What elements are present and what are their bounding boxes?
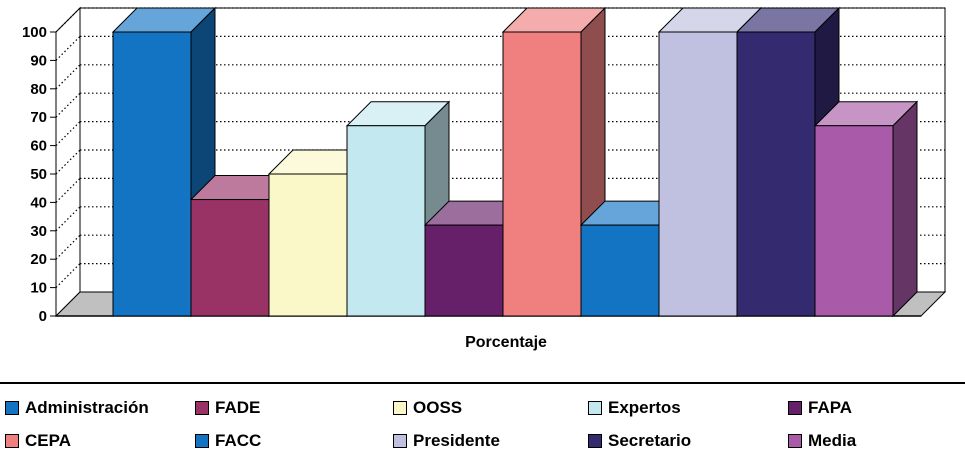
gridline-side xyxy=(55,149,81,175)
gridline-side xyxy=(55,234,81,260)
legend-label: FADE xyxy=(215,398,261,417)
legend-label: CEPA xyxy=(25,431,71,450)
legend-swatch xyxy=(788,401,802,415)
legend-item: Presidente xyxy=(393,431,500,451)
gridline-side xyxy=(55,35,81,61)
y-tick-label: 70 xyxy=(30,109,47,126)
y-tick-label: 80 xyxy=(30,81,47,98)
bar-front xyxy=(814,125,894,317)
bar xyxy=(111,6,217,318)
gridline-side xyxy=(55,92,81,118)
bar-front xyxy=(502,31,582,317)
legend-item: OOSS xyxy=(393,398,462,418)
gridline-side xyxy=(55,206,81,232)
legend-label: FAPA xyxy=(808,398,853,417)
legend-label: FACC xyxy=(215,431,262,450)
legend-item: Media xyxy=(788,431,856,451)
bar-front xyxy=(736,31,816,317)
bar-front xyxy=(658,31,738,317)
legend: Administración FADE OOSS Expertos FAPA CEPA FA… xyxy=(0,382,965,465)
x-axis-label: Porcentaje xyxy=(465,334,547,351)
legend-item: Secretario xyxy=(588,431,691,451)
bar xyxy=(813,100,919,318)
legend-swatch xyxy=(393,434,407,448)
legend-label: OOSS xyxy=(413,398,463,417)
legend-swatch xyxy=(5,434,19,448)
gridline-side xyxy=(55,121,81,147)
y-tick-label: 100 xyxy=(22,24,47,41)
legend-item: FACC xyxy=(195,431,261,451)
legend-label: Administración xyxy=(25,398,149,417)
gridline-side xyxy=(55,7,81,33)
legend-swatch xyxy=(788,434,802,448)
y-tick-label: 30 xyxy=(30,223,47,240)
bar-front xyxy=(268,173,348,317)
gridline-side xyxy=(55,263,81,289)
y-tick-label: 50 xyxy=(30,166,47,183)
legend-item: Administración xyxy=(5,398,149,418)
legend-item: Expertos xyxy=(588,398,681,418)
bar-chart: 0 10 20 30 40 50 60 70 80 90 100 Porcentaje xyxy=(22,6,947,351)
legend-swatch xyxy=(588,434,602,448)
legend-swatch xyxy=(195,434,209,448)
gridline-side xyxy=(55,177,81,203)
legend-label: Expertos xyxy=(608,398,681,417)
bar-front xyxy=(112,31,192,317)
legend-label: Presidente xyxy=(413,431,500,450)
legend-label: Secretario xyxy=(608,431,692,450)
legend-swatch xyxy=(588,401,602,415)
bar-front xyxy=(580,224,660,317)
legend-swatch xyxy=(195,401,209,415)
legend-item: FAPA xyxy=(788,398,852,418)
bar-side xyxy=(892,100,918,318)
bar-front xyxy=(424,224,504,317)
y-tick-label: 10 xyxy=(30,280,47,297)
legend-item: CEPA xyxy=(5,431,71,451)
y-tick-label: 60 xyxy=(30,138,47,155)
y-tick-label: 0 xyxy=(39,308,47,325)
y-tick-label: 20 xyxy=(30,251,47,268)
bar-front xyxy=(190,199,270,317)
legend-swatch xyxy=(393,401,407,415)
legend-label: Media xyxy=(808,431,857,450)
gridline-side xyxy=(55,64,81,90)
legend-swatch xyxy=(5,401,19,415)
bar-front xyxy=(346,125,426,317)
legend-item: FADE xyxy=(195,398,260,418)
y-tick-label: 40 xyxy=(30,194,47,211)
y-tick-label: 90 xyxy=(30,52,47,69)
